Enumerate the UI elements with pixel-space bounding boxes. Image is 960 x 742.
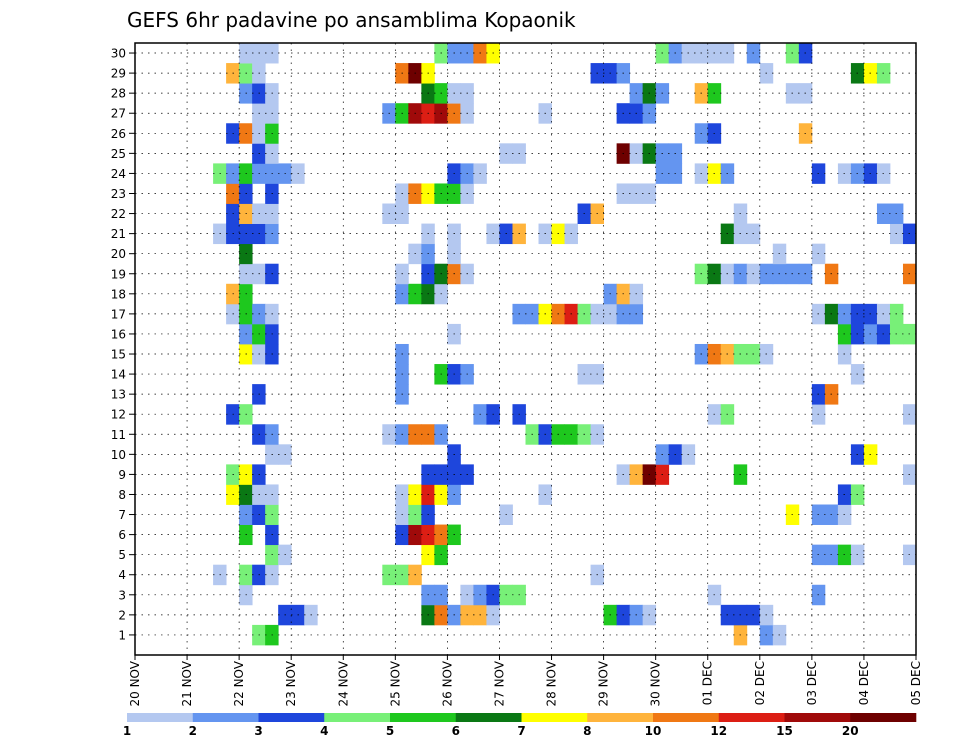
x-tick-label: 27 NOV — [492, 660, 506, 706]
y-tick-label: 1 — [118, 628, 126, 642]
x-tick-label: 28 NOV — [545, 660, 559, 706]
y-tick-label: 25 — [111, 147, 126, 161]
y-tick-label: 13 — [111, 388, 126, 402]
x-tick-label: 01 DEC — [701, 661, 715, 705]
y-tick-label: 20 — [111, 247, 126, 261]
x-tick-label: 25 NOV — [388, 660, 402, 706]
y-tick-label: 19 — [111, 267, 126, 281]
y-tick-label: 4 — [118, 568, 126, 582]
x-tick-label: 23 NOV — [284, 660, 298, 706]
colorbar-label: 15 — [776, 724, 793, 738]
colorbar-label: 8 — [583, 724, 591, 738]
colorbar-label: 5 — [386, 724, 394, 738]
y-tick-label: 18 — [111, 287, 126, 301]
colorbar-swatch — [324, 713, 391, 722]
y-tick-label: 24 — [111, 167, 126, 181]
y-tick-label: 11 — [111, 428, 126, 442]
y-tick-label: 7 — [118, 508, 126, 522]
x-tick-label: 04 DEC — [857, 661, 871, 705]
colorbar-swatch — [258, 713, 325, 722]
y-tick-label: 27 — [111, 107, 126, 121]
x-tick-label: 05 DEC — [909, 661, 923, 705]
x-tick-label: 22 NOV — [232, 660, 246, 706]
chart-title: GEFS 6hr padavine po ansamblima Kopaonik — [127, 8, 576, 32]
colorbar-label: 12 — [710, 724, 727, 738]
colorbar-swatch — [587, 713, 654, 722]
y-tick-label: 5 — [118, 548, 126, 562]
y-tick-label: 14 — [111, 368, 126, 382]
x-tick-label: 29 NOV — [597, 660, 611, 706]
y-tick-label: 22 — [111, 207, 126, 221]
y-tick-label: 16 — [111, 327, 126, 341]
colorbar-label: 10 — [645, 724, 662, 738]
y-tick-label: 26 — [111, 127, 126, 141]
colorbar-swatch — [192, 713, 259, 722]
colorbar-label: 20 — [842, 724, 859, 738]
colorbar-swatch — [521, 713, 588, 722]
colorbar-swatch — [718, 713, 785, 722]
colorbar-swatch — [455, 713, 522, 722]
y-tick-label: 21 — [111, 227, 126, 241]
colorbar-swatch — [653, 713, 720, 722]
x-tick-label: 30 NOV — [649, 660, 663, 706]
colorbar-swatch — [850, 713, 917, 722]
y-tick-label: 29 — [111, 67, 126, 81]
colorbar-swatch — [390, 713, 457, 722]
colorbar-label: 3 — [254, 724, 262, 738]
colorbar-swatch — [127, 713, 194, 722]
colorbar-label: 4 — [320, 724, 328, 738]
x-axis: 20 NOV 21 NOV 22 NOV 23 NOV 24 NOV 25 NOV 26 N… — [128, 655, 923, 707]
y-tick-label: 6 — [118, 528, 126, 542]
x-tick-label: 20 NOV — [128, 660, 142, 706]
colorbar-label: 1 — [123, 724, 131, 738]
x-tick-label: 02 DEC — [753, 661, 767, 705]
y-tick-label: 28 — [111, 87, 126, 101]
y-tick-label: 15 — [111, 348, 126, 362]
x-tick-label: 26 NOV — [440, 660, 454, 706]
colorbar: 1 2 3 4 5 6 7 8 10 12 15 20 — [123, 713, 917, 738]
y-tick-label: 10 — [111, 448, 126, 462]
y-tick-label: 23 — [111, 187, 126, 201]
colorbar-label: 2 — [189, 724, 197, 738]
y-tick-label: 30 — [111, 47, 126, 61]
colorbar-label: 7 — [517, 724, 525, 738]
y-tick-label: 3 — [118, 588, 126, 602]
plot-frame — [134, 42, 917, 656]
y-tick-label: 9 — [118, 468, 126, 482]
colorbar-label: 6 — [452, 724, 460, 738]
grid-lines — [135, 43, 916, 655]
y-tick-label: 2 — [118, 608, 126, 622]
y-tick-label: 12 — [111, 408, 126, 422]
y-axis: 1234567891011121314151617181920212223242… — [111, 47, 135, 642]
y-tick-label: 8 — [118, 488, 126, 502]
x-tick-label: 21 NOV — [180, 660, 194, 706]
x-tick-label: 24 NOV — [336, 660, 350, 706]
x-tick-label: 03 DEC — [805, 661, 819, 705]
y-tick-label: 17 — [111, 307, 126, 321]
colorbar-swatch — [784, 713, 851, 722]
